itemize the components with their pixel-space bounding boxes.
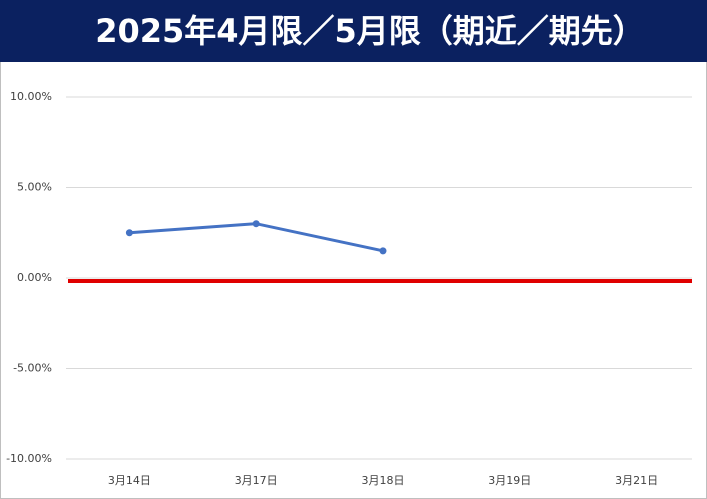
data-point [125, 229, 133, 237]
x-tick-label: 3月18日 [362, 474, 405, 487]
chart-title: 2025年4月限／5月限（期近／期先） [95, 12, 645, 50]
data-point [379, 247, 387, 255]
y-tick-label: 5.00% [17, 181, 52, 194]
x-tick-label: 3月14日 [108, 474, 151, 487]
y-tick-label: 0.00% [17, 271, 52, 284]
title-banner [0, 0, 707, 62]
y-tick-label: -10.00% [6, 452, 52, 465]
data-point [252, 220, 260, 228]
y-tick-label: -5.00% [13, 362, 52, 375]
x-tick-label: 3月19日 [488, 474, 531, 487]
x-tick-label: 3月17日 [235, 474, 278, 487]
x-tick-label: 3月21日 [615, 474, 658, 487]
y-tick-label: 10.00% [10, 90, 52, 103]
